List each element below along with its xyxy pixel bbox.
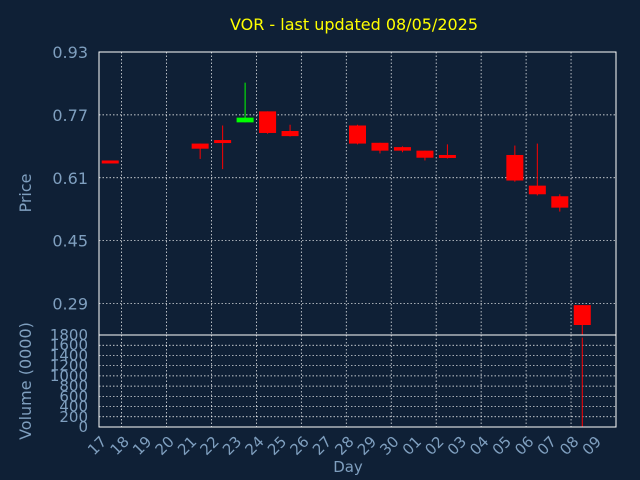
candle-body	[438, 154, 456, 158]
candle-06	[528, 143, 546, 196]
candle-body	[416, 150, 434, 158]
candle-30	[393, 146, 411, 153]
price-tick-label: 0.93	[52, 43, 88, 62]
candle-21	[191, 143, 209, 159]
price-axis-ticks: 0.93 0.77 0.61 0.45 0.29	[52, 43, 88, 314]
price-tick-label: 0.45	[52, 232, 88, 251]
price-tick-label: 0.29	[52, 295, 88, 314]
candle-body	[573, 305, 591, 325]
candle-08	[573, 305, 591, 335]
price-tick-label: 0.77	[52, 106, 88, 125]
candle-02	[438, 144, 456, 159]
volume-tick-label: 1000	[50, 367, 88, 385]
volume-tick-label: 800	[59, 377, 88, 395]
volume-tick-label: 1800	[50, 326, 88, 344]
candle-01	[416, 150, 434, 161]
candle-body	[236, 117, 254, 123]
candle-body	[528, 185, 546, 195]
candle-body	[551, 196, 569, 208]
volume-tick-label: 1200	[50, 357, 88, 375]
volume-tick-label: 400	[59, 398, 88, 416]
candle-29	[371, 142, 389, 154]
candle-07	[551, 194, 569, 212]
candle-body	[191, 143, 209, 149]
candle-body	[101, 160, 119, 164]
volume-axis-label: Volume (0000)	[16, 322, 35, 440]
candle-22	[214, 125, 232, 170]
chart-title: VOR - last updated 08/05/2025	[230, 15, 478, 34]
candle-17	[101, 160, 119, 164]
volume-tick-label: 600	[59, 387, 88, 405]
candle-28	[349, 124, 366, 145]
candle-body	[371, 142, 389, 151]
candle-05	[506, 145, 524, 182]
price-gridlines	[99, 51, 616, 335]
candle-body	[281, 131, 299, 137]
candle-body	[393, 147, 411, 151]
day-axis-label: Day	[333, 458, 363, 476]
candle-body	[214, 140, 232, 144]
price-tick-label: 0.61	[52, 169, 88, 188]
volume-tick-label: 0	[78, 418, 88, 436]
candle-body	[259, 111, 277, 133]
candle-body	[506, 154, 524, 181]
day-axis-ticks: 1718192021222324252627282930010203040506…	[84, 433, 605, 459]
volume-tick-label: 1600	[50, 336, 88, 354]
candle-23	[236, 82, 254, 123]
candle-25	[281, 124, 299, 137]
price-axis-label: Price	[16, 173, 35, 212]
volume-plot-frame	[98, 334, 617, 428]
volume-tick-label: 200	[59, 408, 88, 426]
price-candles	[101, 82, 591, 335]
candle-body	[349, 125, 366, 144]
candle-24	[259, 111, 277, 134]
volume-tick-label: 1400	[50, 346, 88, 364]
